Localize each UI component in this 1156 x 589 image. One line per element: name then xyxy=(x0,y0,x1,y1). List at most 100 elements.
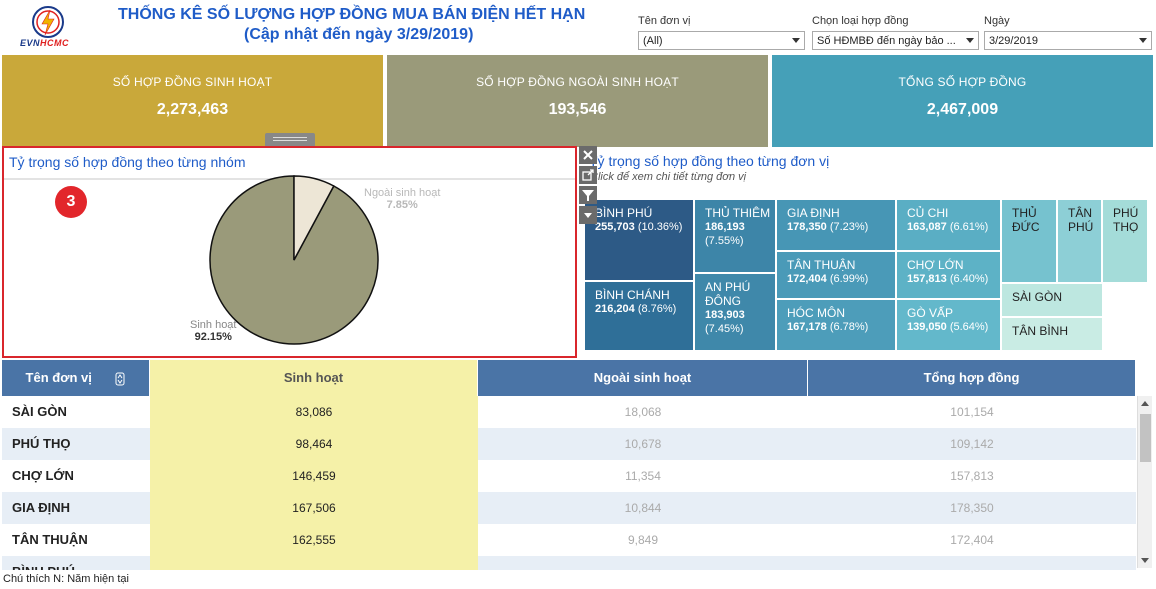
treemap-cell-name: BÌNH PHÚ xyxy=(595,206,653,220)
filter-icon[interactable] xyxy=(579,186,597,204)
treemap-subtitle: Click để xem chi tiết từng đơn vị xyxy=(590,171,747,183)
treemap-cell-name: THỦ ĐỨC xyxy=(1012,206,1040,234)
treemap-cell[interactable]: AN PHÚ ĐÔNG 183,903 (7.45%) xyxy=(694,273,776,351)
treemap-cell-value: 139,050 xyxy=(907,321,947,333)
scroll-thumb[interactable] xyxy=(1140,414,1151,462)
treemap-title: Tỷ trọng số hợp đồng theo từng đơn vị xyxy=(589,153,830,169)
column-header-sinh-hoat[interactable]: Sinh hoạt xyxy=(150,360,478,396)
treemap-cell-pct: (7.23%) xyxy=(826,221,869,233)
treemap-cell-value: 167,178 xyxy=(787,321,827,333)
date-filter-value: 3/29/2019 xyxy=(989,35,1038,47)
treemap-cell-value: 216,204 xyxy=(595,303,635,315)
kpi-value: 2,467,009 xyxy=(926,101,999,118)
table-row[interactable]: GIA ĐỊNH 167,506 10,844 178,350 xyxy=(2,492,1136,524)
kpi-tile-tong[interactable]: TỔNG SỐ HỢP ĐỒNG 2,467,009 xyxy=(772,55,1153,147)
header-label: Tên đơn vị xyxy=(25,370,92,385)
treemap-cell[interactable]: THỦ THIÊM 186,193 (7.55%) xyxy=(694,199,776,273)
treemap-cell-pct: (7.55%) xyxy=(705,235,744,247)
chevron-down-icon xyxy=(792,38,800,43)
scroll-down-icon[interactable] xyxy=(1141,558,1149,563)
cell-ngoai-sinh-hoat: 10,844 xyxy=(624,501,662,515)
cell-tong: 101,154 xyxy=(950,405,994,419)
cell-sinh-hoat: 83,086 xyxy=(150,396,478,428)
page-title: THỐNG KÊ SỐ LƯỢNG HỢP ĐỒNG MUA BÁN ĐIỆN … xyxy=(118,6,586,23)
treemap: BÌNH PHÚ 255,703 (10.36%) BÌNH CHÁNH 216,20… xyxy=(584,199,1148,351)
treemap-cell-value: 178,350 xyxy=(787,221,827,233)
cell-sinh-hoat: 98,464 xyxy=(150,428,478,460)
cell-tong: 178,350 xyxy=(950,501,994,515)
kpi-tile-sinh-hoat[interactable]: SỐ HỢP ĐỒNG SINH HOẠT 2,273,463 xyxy=(2,55,383,147)
close-icon[interactable] xyxy=(579,146,597,164)
pie-chart xyxy=(209,175,379,345)
scroll-up-icon[interactable] xyxy=(1141,401,1149,406)
treemap-cell[interactable]: PHÚ THỌ xyxy=(1102,199,1148,283)
pie-label-sinh-hoat: Sinh hoạt 92.15% xyxy=(190,319,236,343)
evn-logo xyxy=(32,6,64,38)
table-scrollbar[interactable] xyxy=(1137,396,1152,568)
kpi-tile-ngoai-sinh-hoat[interactable]: SỐ HỢP ĐỒNG NGOÀI SINH HOẠT 193,546 xyxy=(387,55,768,147)
pie-title: Tỷ trọng số hợp đồng theo từng nhóm xyxy=(9,154,246,170)
treemap-cell-name: TÂN PHÚ xyxy=(1068,206,1094,234)
footer-legend: Chú thích N: Năm hiện tại xyxy=(3,573,129,585)
treemap-cell[interactable]: BÌNH CHÁNH 216,204 (8.76%) xyxy=(584,281,694,351)
expand-icon[interactable] xyxy=(579,166,597,184)
cell-unit-name: TÂN THUẬN xyxy=(12,532,88,547)
treemap-cell[interactable]: BÌNH PHÚ 255,703 (10.36%) xyxy=(584,199,694,281)
unit-filter-select[interactable]: (All) xyxy=(638,31,805,50)
cell-ngoai-sinh-hoat: 11,354 xyxy=(625,469,661,483)
treemap-cell-pct: (6.61%) xyxy=(946,221,989,233)
column-header-unit[interactable]: Tên đơn vị xyxy=(2,360,150,396)
cell-tong xyxy=(808,556,1136,570)
treemap-cell-name: CỦ CHI xyxy=(907,206,949,220)
table-row[interactable]: CHỢ LỚN 146,459 11,354 157,813 xyxy=(2,460,1136,492)
treemap-cell-value: 163,087 xyxy=(907,221,947,233)
treemap-cell[interactable]: GIA ĐỊNH 178,350 (7.23%) xyxy=(776,199,896,251)
cell-tong: 172,404 xyxy=(950,533,994,547)
treemap-cell[interactable]: TÂN BÌNH xyxy=(1001,317,1103,351)
page-subtitle: (Cập nhật đến ngày 3/29/2019) xyxy=(244,26,474,43)
cell-ngoai-sinh-hoat xyxy=(478,556,808,570)
treemap-cell[interactable]: CHỢ LỚN 157,813 (6.40%) xyxy=(896,251,1001,299)
treemap-cell-pct: (8.76%) xyxy=(634,303,677,315)
cell-unit-name: GIA ĐỊNH xyxy=(12,500,71,515)
sort-icon[interactable] xyxy=(115,372,125,386)
slice-pct: 7.85% xyxy=(386,199,418,211)
treemap-cell-pct: (10.36%) xyxy=(634,221,683,233)
treemap-cell[interactable]: HÓC MÔN 167,178 (6.78%) xyxy=(776,299,896,351)
treemap-cell[interactable]: GÒ VẤP 139,050 (5.64%) xyxy=(896,299,1001,351)
cell-sinh-hoat: 146,459 xyxy=(150,460,478,492)
treemap-cell[interactable]: THỦ ĐỨC xyxy=(1001,199,1057,283)
table-row[interactable]: PHÚ THỌ 98,464 10,678 109,142 xyxy=(2,428,1136,460)
pie-slice-ngoai-sinh-hoat[interactable] xyxy=(293,175,335,261)
logo-text: EVNHCMC xyxy=(20,38,70,48)
chevron-down-icon xyxy=(966,38,974,43)
table-row[interactable]: BÌNH PHÚ xyxy=(2,556,1136,570)
contract-filter-select[interactable]: Số HĐMBĐ đến ngày bảo ... xyxy=(812,31,979,50)
date-filter-select[interactable]: 3/29/2019 xyxy=(984,31,1152,50)
treemap-cell[interactable]: TÂN PHÚ xyxy=(1057,199,1102,283)
treemap-cell-pct: (5.64%) xyxy=(946,321,989,333)
treemap-cell[interactable]: CỦ CHI 163,087 (6.61%) xyxy=(896,199,1001,251)
treemap-cell[interactable]: TÂN THUẬN 172,404 (6.99%) xyxy=(776,251,896,299)
cell-unit-name: CHỢ LỚN xyxy=(12,468,74,483)
treemap-cell-name: TÂN BÌNH xyxy=(1012,324,1069,338)
treemap-cell-value: 157,813 xyxy=(907,273,947,285)
pie-panel: Tỷ trọng số hợp đồng theo từng nhóm 3 Ng… xyxy=(2,146,577,358)
treemap-cell-name: AN PHÚ ĐÔNG xyxy=(705,280,751,308)
slice-name: Ngoài sinh hoạt xyxy=(364,187,441,199)
treemap-cell-pct: (6.40%) xyxy=(946,273,989,285)
kpi-value: 193,546 xyxy=(548,101,607,118)
treemap-cell-value: 186,193 xyxy=(705,221,745,233)
treemap-cell[interactable]: SÀI GÒN xyxy=(1001,283,1103,317)
cell-sinh-hoat: 167,506 xyxy=(150,492,478,524)
column-header-ngoai-sinh-hoat[interactable]: Ngoài sinh hoạt xyxy=(478,360,808,396)
treemap-cell-name: CHỢ LỚN xyxy=(907,258,964,272)
more-options-icon[interactable] xyxy=(579,206,597,224)
treemap-cell-name: GÒ VẤP xyxy=(907,306,954,320)
table-row[interactable]: TÂN THUẬN 162,555 9,849 172,404 xyxy=(2,524,1136,556)
column-header-tong[interactable]: Tổng hợp đồng xyxy=(808,360,1136,396)
drag-handle[interactable] xyxy=(265,133,315,147)
unit-filter-value: (All) xyxy=(643,35,663,47)
table-row[interactable]: SÀI GÒN 83,086 18,068 101,154 xyxy=(2,396,1136,428)
